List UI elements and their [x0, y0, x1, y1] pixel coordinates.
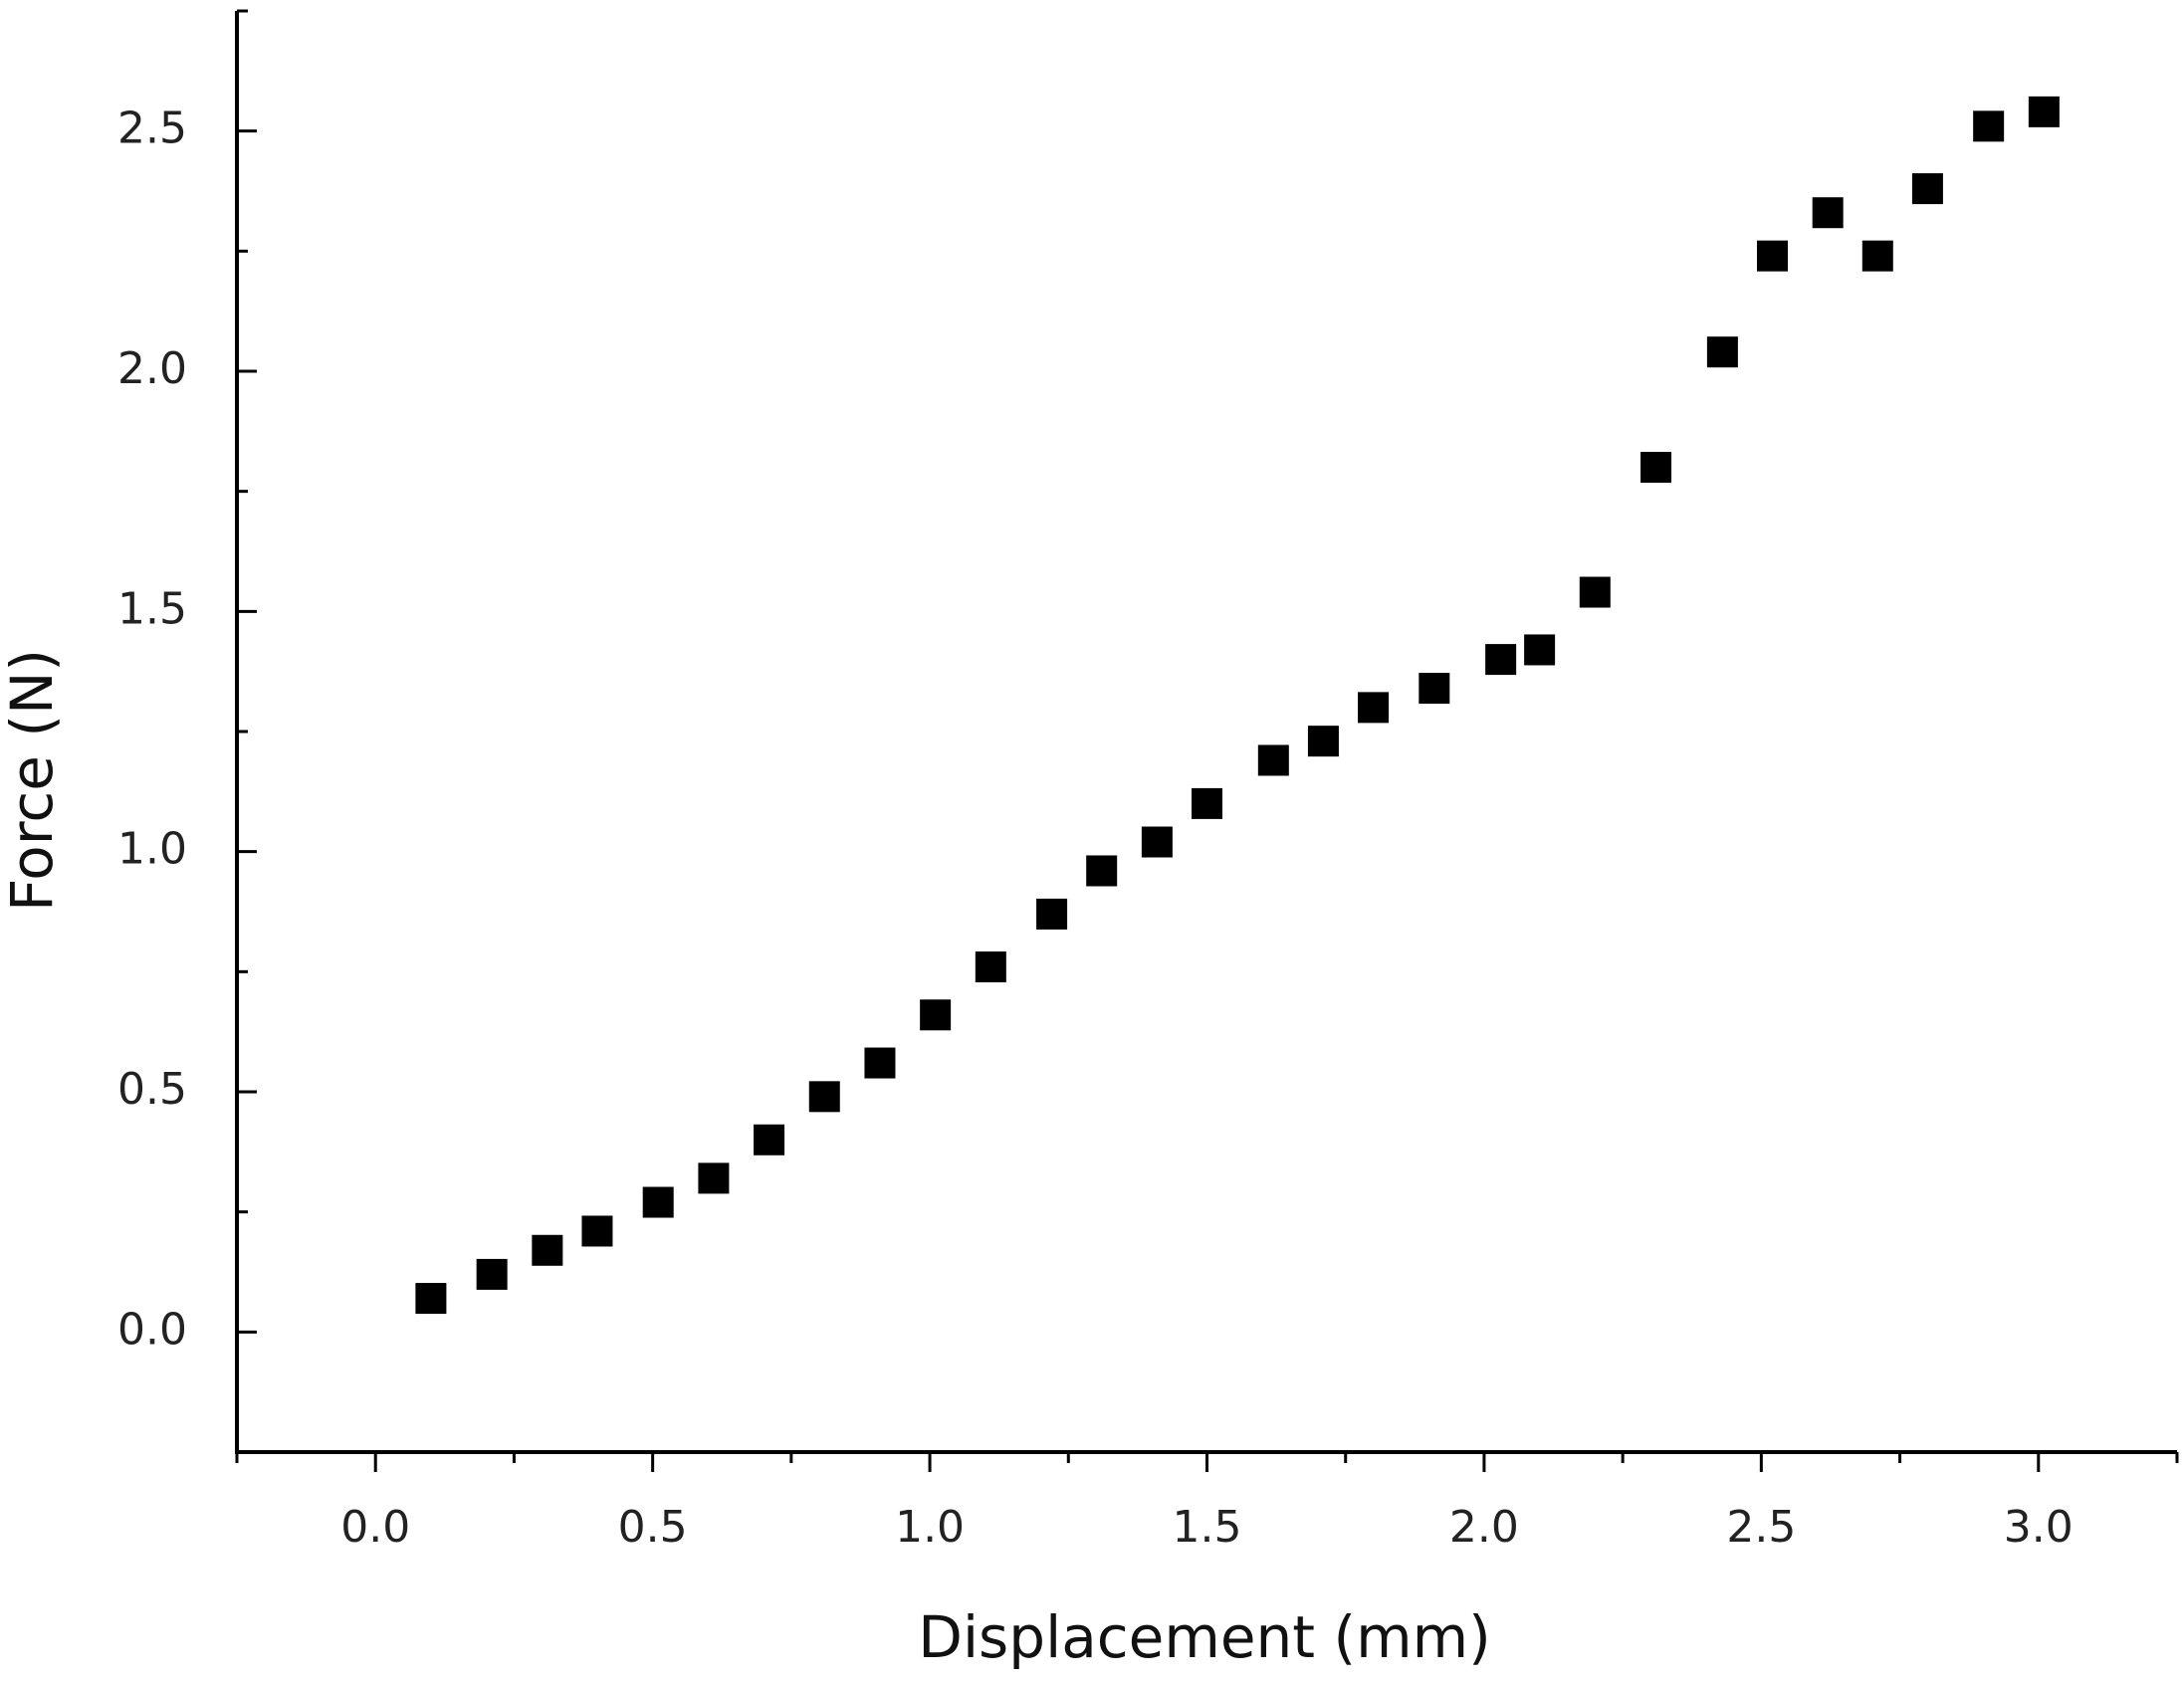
data-point [1257, 744, 1289, 776]
data-point [415, 1283, 447, 1315]
y-tick-label: 0.5 [117, 1064, 187, 1115]
data-point [920, 999, 952, 1031]
data-point [754, 1124, 785, 1156]
x-tick-label: 1.0 [895, 1502, 965, 1553]
y-tick-label: 1.5 [117, 583, 187, 634]
data-point [864, 1047, 896, 1079]
data-point [1485, 644, 1517, 676]
y-tick-label: 1.0 [117, 824, 187, 875]
y-axis-label: Force (N) [0, 649, 66, 912]
data-point [1524, 634, 1556, 666]
data-point [1973, 110, 2005, 142]
x-tick-label: 2.0 [1449, 1502, 1519, 1553]
x-tick-label: 1.5 [1173, 1502, 1242, 1553]
data-point [642, 1186, 674, 1218]
data-point [1640, 452, 1672, 484]
data-point [1192, 787, 1222, 819]
data-point [1358, 692, 1390, 724]
x-axis-label: Displacement (mm) [918, 1603, 1490, 1671]
data-point [1036, 898, 1068, 930]
y-tick-label: 2.0 [117, 343, 187, 394]
data-point [975, 951, 1006, 983]
data-point [1419, 673, 1450, 705]
y-tick-label: 0.0 [117, 1304, 187, 1355]
data-point [698, 1162, 730, 1194]
x-tick-label: 2.5 [1726, 1502, 1796, 1553]
data-point [1086, 855, 1118, 887]
data-point [2028, 96, 2060, 127]
x-tick-label: 0.5 [618, 1502, 688, 1553]
y-tick-label: 2.5 [117, 104, 187, 154]
data-point [532, 1234, 563, 1266]
x-tick-label: 3.0 [2004, 1502, 2074, 1553]
data-point [1861, 240, 1893, 272]
data-point [581, 1215, 613, 1247]
data-point [808, 1081, 840, 1113]
data-point [1812, 197, 1844, 229]
data-point [1579, 576, 1611, 608]
data-point [1706, 336, 1738, 368]
data-point [476, 1258, 508, 1290]
data-point [1756, 240, 1788, 272]
data-point [1911, 173, 1943, 205]
data-point [1307, 726, 1339, 757]
x-tick-label: 0.0 [340, 1502, 410, 1553]
data-point [1141, 826, 1173, 858]
